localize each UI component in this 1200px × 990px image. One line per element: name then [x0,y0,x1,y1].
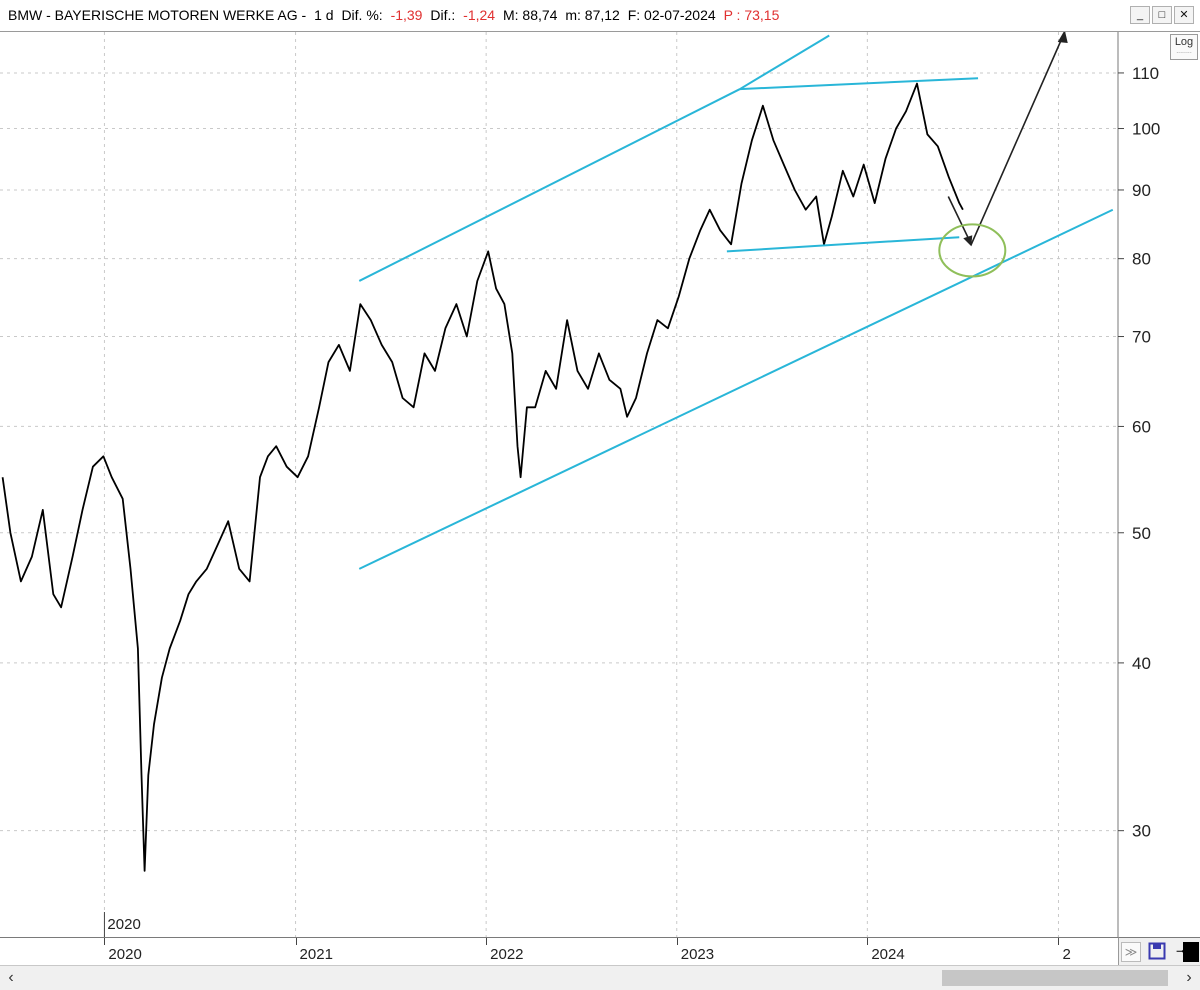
horizontal-scrollbar[interactable]: ‹ › [0,965,1200,990]
year-label: 2020 [108,946,142,963]
scroll-right-arrow-icon[interactable]: › [1186,969,1192,986]
security-name: BMW - BAYERISCHE MOTOREN WERKE AG - [8,7,307,23]
y-tick-label: 30 [1132,822,1151,841]
y-tick-label: 70 [1132,328,1151,347]
year-label: 2023 [680,946,715,963]
y-tick-label: 90 [1132,181,1151,200]
support-line [726,236,960,253]
price-chart[interactable]: 30 40 50 60 70 80 90 100 110 2020 [0,32,1200,937]
pin-icon[interactable]: ⊸ [1175,944,1187,958]
log-scale-sublabel: ........ [1176,48,1192,55]
target-zone-circle [938,223,1007,278]
year-tick [676,938,678,945]
period-label: 1 d [314,7,334,23]
chart-title-bar: BMW - BAYERISCHE MOTOREN WERKE AG - 1 d … [0,0,1200,32]
y-tick-label: 50 [1132,524,1151,543]
chart-header-text: BMW - BAYERISCHE MOTOREN WERKE AG - 1 d … [8,7,783,23]
year-tick [104,938,106,945]
corner-toolbar: ≫ ⊸ [1118,937,1200,966]
channel-upper-extension [739,34,830,90]
close-button[interactable]: ✕ [1174,6,1194,24]
y-tick-label: 110 [1132,64,1159,83]
year-tick [867,938,869,945]
chart-background [0,32,1200,937]
projection-arrow-tip-icon [963,235,973,247]
dif-value: -1,24 [463,7,496,23]
max-label: M: 88,74 [502,7,558,23]
minimize-button[interactable]: _ [1130,6,1150,24]
year-tick [1058,938,1060,945]
min-label: m: 87,12 [565,7,620,23]
window-controls: _ □ ✕ [1130,6,1194,24]
year-tick [295,938,297,945]
time-axis: 2020 2021 2022 2023 2024 2 [0,937,1118,966]
chart-area[interactable]: 30 40 50 60 70 80 90 100 110 2020 Log ........ [0,32,1200,937]
zoom-chevrons-icon[interactable]: ≫ [1121,942,1141,962]
save-icon[interactable] [1147,942,1167,962]
log-scale-label: Log [1174,36,1194,48]
year-label: 2022 [490,946,524,963]
projection-arrowhead-icon [1057,32,1068,43]
scroll-left-arrow-icon[interactable]: ‹ [8,969,14,986]
year-label: 2024 [871,946,905,963]
year-label: 2 [1062,946,1071,963]
year-tick [486,938,488,945]
dif-pct-value: -1,39 [390,7,423,23]
scroll-thumb[interactable] [942,970,1168,986]
in-chart-year-label: 2020 [107,916,140,933]
dif-label: Dif.: [430,7,456,23]
price-series-line [1,82,964,872]
dif-pct-label: Dif. %: [341,7,383,23]
log-scale-button[interactable]: Log ........ [1170,34,1198,60]
restore-button[interactable]: □ [1152,6,1172,24]
black-square-icon[interactable] [1183,942,1199,962]
y-tick-label: 60 [1132,417,1151,436]
channel-lower-line [358,208,1114,570]
price-label: P : 73,15 [723,7,780,23]
y-tick-label: 100 [1132,120,1160,139]
year-label: 2021 [299,946,333,963]
resistance-line [739,77,979,91]
y-tick-label: 40 [1132,654,1151,673]
y-tick-label: 80 [1132,250,1151,269]
channel-upper-line [358,88,741,282]
date-label: F: 02-07-2024 [627,7,716,23]
